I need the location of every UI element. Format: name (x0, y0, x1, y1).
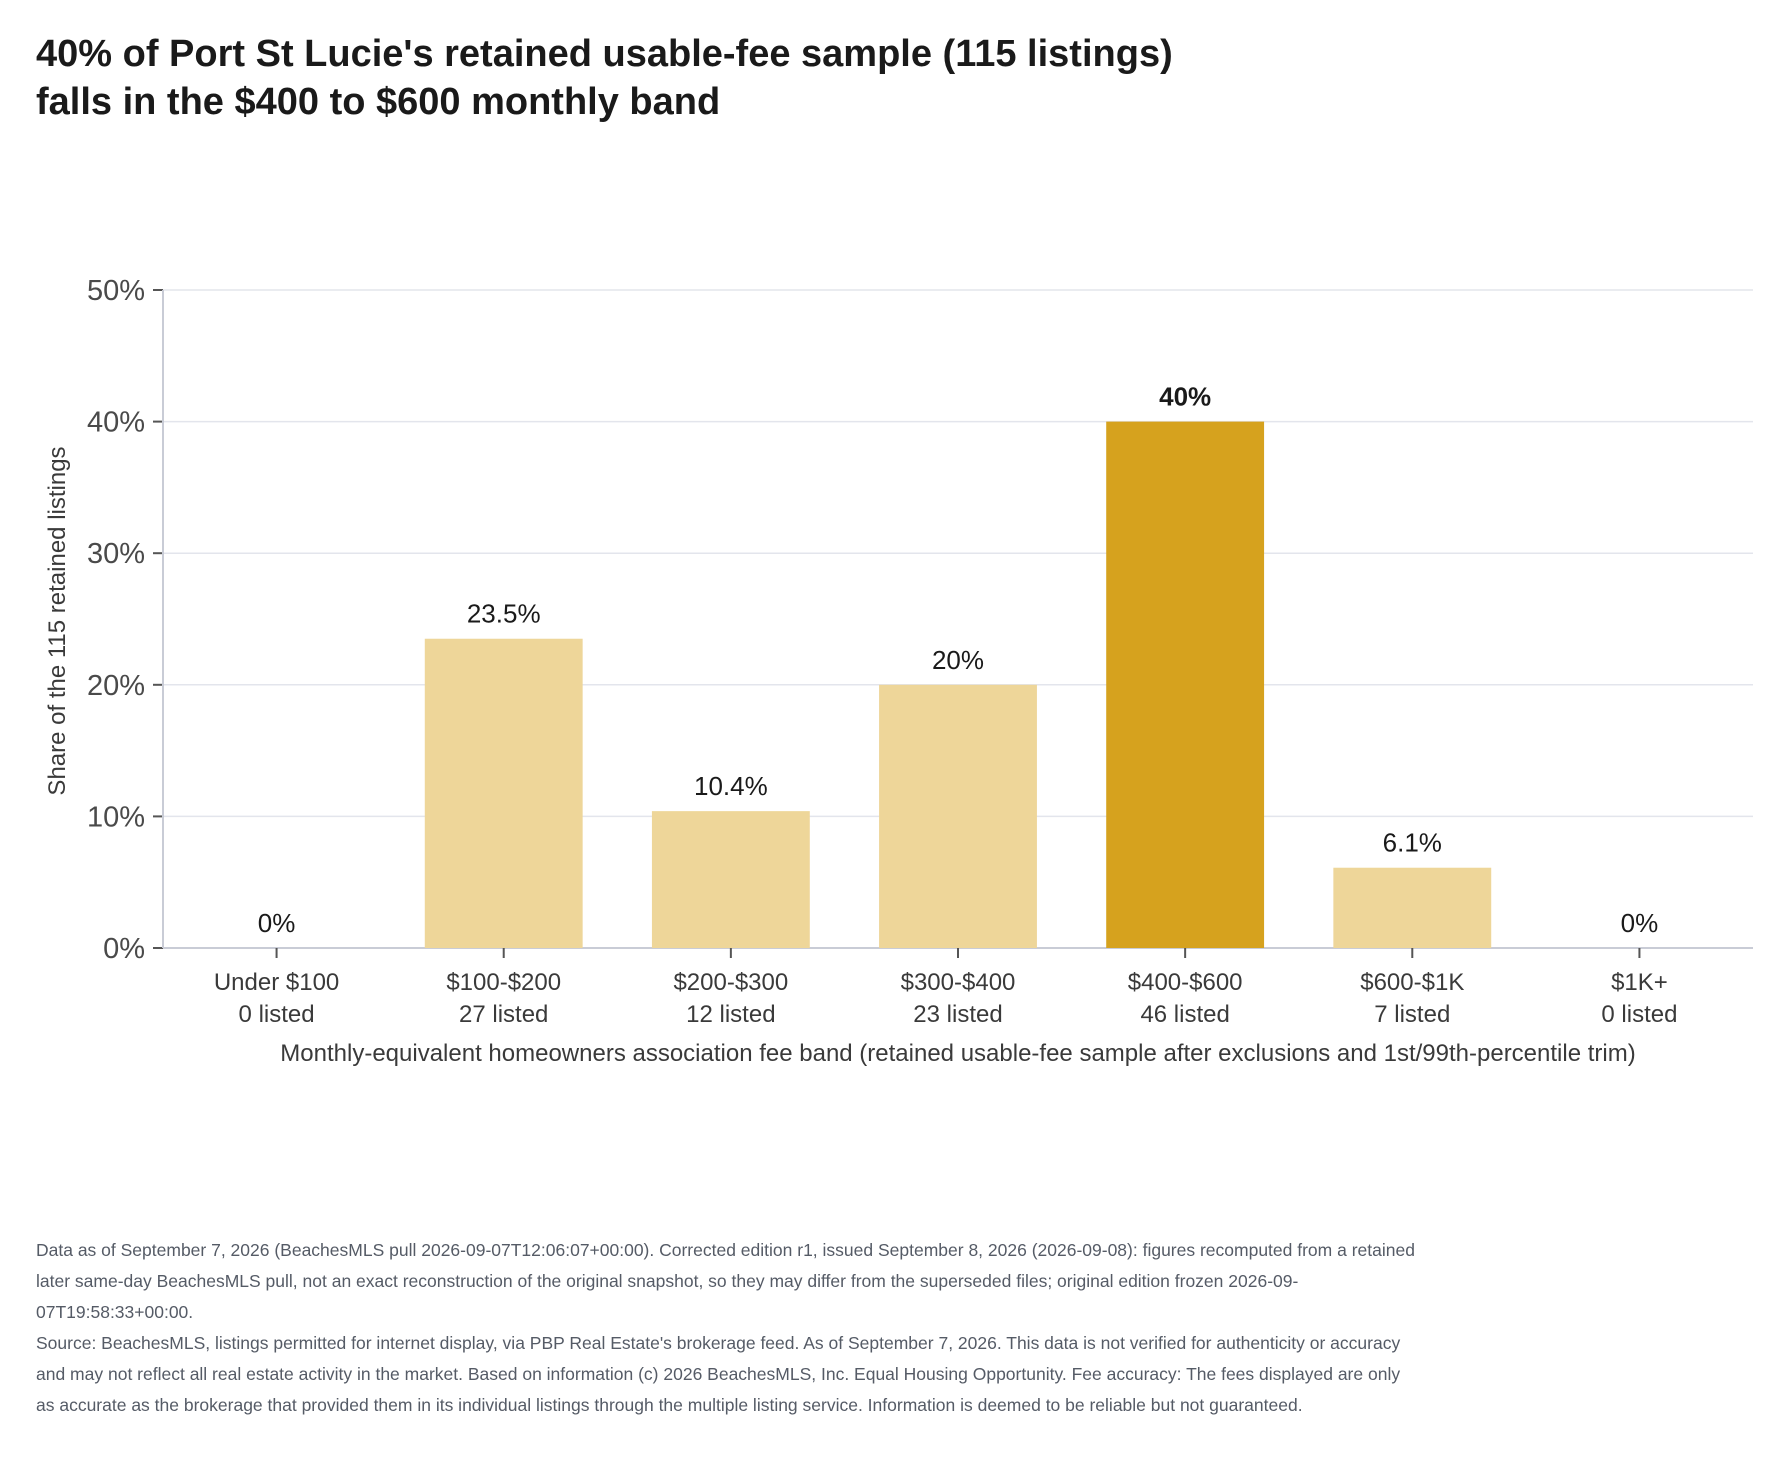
chart-title-line-2: falls in the $400 to $600 monthly band (36, 81, 721, 123)
data-label: 40% (1159, 382, 1211, 412)
x-tick-count-label: 0 listed (239, 1001, 315, 1028)
y-axis-title: Share of the 115 retained listings (44, 446, 71, 795)
data-label: 0% (1621, 908, 1659, 938)
x-tick-label: $1K+ (1611, 969, 1668, 996)
bar (879, 684, 1037, 948)
y-tick-label: 30% (87, 538, 145, 570)
bar (1106, 421, 1265, 949)
data-label: 20% (932, 645, 984, 675)
bar (651, 811, 810, 948)
bar-chart: 0% 10% 20% 30% 40% 50% Under $100 0 listed 0% $10… (44, 275, 1753, 1067)
y-tick-label: 40% (87, 407, 145, 439)
data-note: Data as of September 7, 2026 (BeachesMLS… (36, 1240, 1415, 1322)
x-axis-title: Monthly-equivalent homeowners associatio… (280, 1040, 1635, 1067)
x-tick-count-label: 7 listed (1374, 1001, 1450, 1028)
y-tick-label: 10% (87, 801, 145, 833)
x-tick-count-label: 0 listed (1601, 1001, 1677, 1028)
x-tick-label: $600-$1K (1360, 969, 1464, 996)
source-note: Source: BeachesMLS, listings permitted f… (36, 1333, 1401, 1415)
data-label: 6.1% (1383, 828, 1442, 858)
bars (424, 421, 1492, 949)
labels: 0% 10% 20% 30% 40% 50% Under $100 0 listed 0% $10… (87, 275, 1677, 1028)
data-label: 10.4% (694, 771, 768, 801)
y-tick-label: 50% (87, 275, 145, 307)
data-label: 0% (258, 908, 296, 938)
x-tick-label: $400-$600 (1128, 969, 1243, 996)
chart-title: 40% of Port St Lucie's retained usable-f… (36, 30, 1736, 126)
x-tick-label: $300-$400 (901, 969, 1016, 996)
x-tick-count-label: 27 listed (459, 1001, 548, 1028)
bar (424, 638, 583, 948)
x-tick-count-label: 12 listed (686, 1001, 775, 1028)
bar (1333, 867, 1492, 948)
y-tick-label: 20% (87, 670, 145, 702)
footer-notes: Data as of September 7, 2026 (BeachesMLS… (36, 1235, 1416, 1421)
y-tick-label: 0% (103, 933, 145, 965)
x-tick-label: Under $100 (214, 969, 339, 996)
x-tick-count-label: 23 listed (913, 1001, 1002, 1028)
x-tick-count-label: 46 listed (1140, 1001, 1229, 1028)
data-label: 23.5% (467, 599, 541, 629)
x-tick-label: $100-$200 (446, 969, 561, 996)
chart-title-line-1: 40% of Port St Lucie's retained usable-f… (36, 33, 1173, 75)
x-tick-label: $200-$300 (673, 969, 788, 996)
